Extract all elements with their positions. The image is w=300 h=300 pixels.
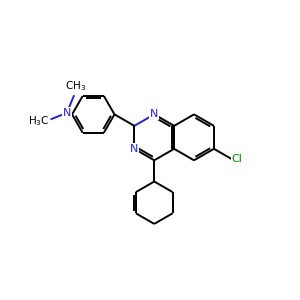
Text: CH$_3$: CH$_3$: [65, 80, 86, 94]
Text: N: N: [150, 110, 158, 119]
Text: H$_3$C: H$_3$C: [28, 114, 49, 128]
Text: N: N: [130, 144, 139, 154]
Text: Cl: Cl: [232, 154, 243, 164]
Text: N: N: [63, 108, 71, 118]
